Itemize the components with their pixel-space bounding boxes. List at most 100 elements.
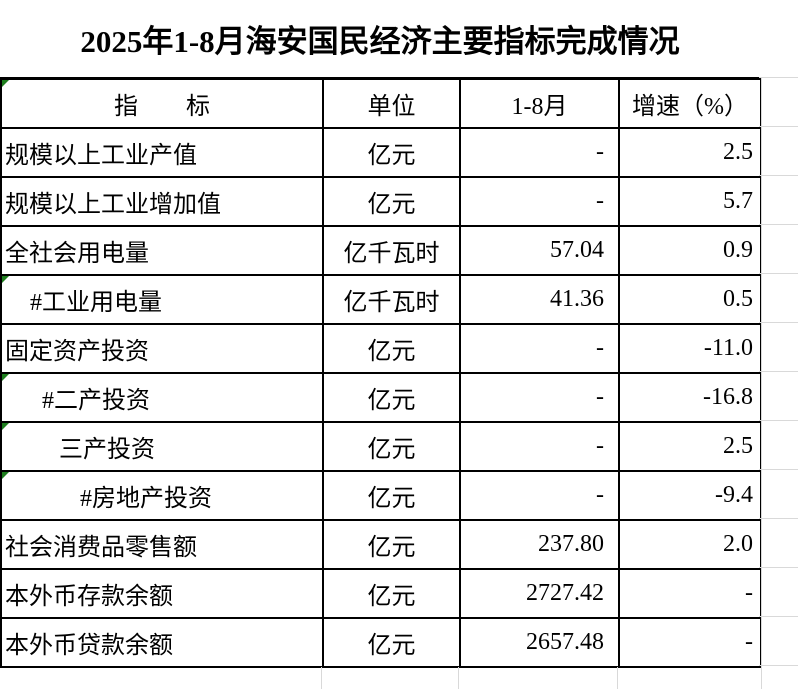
growth-cell[interactable]: 0.5	[618, 274, 762, 325]
value-cell[interactable]: -	[459, 127, 620, 178]
grid-line	[759, 175, 798, 176]
grid-line	[321, 667, 322, 689]
grid-line	[759, 469, 798, 470]
header-cell-growth[interactable]: 增速（%）	[618, 77, 762, 129]
unit-cell-text: 亿元	[367, 535, 416, 561]
table-row: 规模以上工业增加值 亿元 - 5.7	[0, 176, 762, 227]
grid-line	[759, 371, 798, 372]
indicator-cell-text: 固定资产投资	[5, 339, 149, 365]
table-row: #二产投资 亿元 - -16.8	[0, 372, 762, 423]
indicator-cell[interactable]: 固定资产投资	[0, 323, 324, 374]
growth-cell-text: -	[745, 629, 753, 655]
unit-cell-text: 亿元	[367, 633, 416, 659]
growth-cell-text: -9.4	[715, 482, 753, 508]
grid-line	[458, 667, 459, 689]
growth-cell[interactable]: 2.5	[618, 421, 762, 472]
growth-cell[interactable]: 2.5	[618, 127, 762, 178]
grid-line	[761, 77, 762, 689]
cell-error-triangle-icon	[3, 424, 9, 430]
value-cell[interactable]: -	[459, 176, 620, 227]
table-row: 本外币存款余额 亿元 2727.42 -	[0, 568, 762, 619]
growth-cell[interactable]: 5.7	[618, 176, 762, 227]
cell-error-triangle-icon	[3, 375, 9, 381]
value-cell[interactable]: 57.04	[459, 225, 620, 276]
indicator-cell-text: 社会消费品零售额	[5, 535, 197, 561]
unit-cell[interactable]: 亿元	[322, 127, 461, 178]
indicator-cell[interactable]: 社会消费品零售额	[0, 519, 324, 570]
value-cell-text: -	[596, 188, 604, 214]
growth-cell[interactable]: -9.4	[618, 470, 762, 521]
grid-line	[759, 420, 798, 421]
header-cell-indicator[interactable]: 指 标	[0, 77, 324, 129]
growth-cell-text: 2.0	[723, 531, 753, 557]
growth-cell-text: 2.5	[723, 433, 753, 459]
table-row: 三产投资 亿元 - 2.5	[0, 421, 762, 472]
indicators-table: 指 标 单位 1-8月 增速（%） 规模以上工业产值 亿元 -2.5 规模以上工业增加…	[0, 77, 762, 668]
growth-cell[interactable]: -	[618, 617, 762, 668]
unit-cell[interactable]: 亿元	[322, 519, 461, 570]
growth-cell-text: -11.0	[703, 335, 753, 361]
indicator-cell[interactable]: 本外币贷款余额	[0, 617, 324, 668]
unit-cell-text: 亿元	[367, 584, 416, 610]
table-row: 全社会用电量 亿千瓦时 57.04 0.9	[0, 225, 762, 276]
growth-cell[interactable]: -11.0	[618, 323, 762, 374]
value-cell[interactable]: 41.36	[459, 274, 620, 325]
indicator-cell[interactable]: 规模以上工业增加值	[0, 176, 324, 227]
growth-cell-text: -	[745, 580, 753, 606]
grid-line	[759, 126, 798, 127]
indicator-cell[interactable]: 规模以上工业产值	[0, 127, 324, 178]
unit-cell-text: 亿元	[367, 339, 416, 365]
table-row: 固定资产投资 亿元 - -11.0	[0, 323, 762, 374]
growth-cell-text: 0.5	[723, 286, 753, 312]
unit-cell[interactable]: 亿元	[322, 568, 461, 619]
unit-cell[interactable]: 亿元	[322, 176, 461, 227]
indicator-cell-text: 本外币存款余额	[5, 584, 173, 610]
indicator-cell[interactable]: 三产投资	[0, 421, 324, 472]
grid-line	[759, 224, 798, 225]
header-cell-period[interactable]: 1-8月	[459, 77, 620, 129]
unit-cell[interactable]: 亿元	[322, 372, 461, 423]
header-label-growth: 增速（%）	[632, 94, 748, 120]
value-cell[interactable]: 237.80	[459, 519, 620, 570]
indicator-cell-text: 规模以上工业增加值	[5, 192, 221, 218]
unit-cell[interactable]: 亿千瓦时	[322, 225, 461, 276]
grid-line	[759, 518, 798, 519]
unit-cell[interactable]: 亿元	[322, 470, 461, 521]
header-label-unit-text: 单位	[367, 94, 416, 120]
indicator-cell[interactable]: #房地产投资	[0, 470, 324, 521]
unit-cell[interactable]: 亿元	[322, 617, 461, 668]
unit-cell-text: 亿元	[367, 486, 416, 512]
growth-cell[interactable]: 2.0	[618, 519, 762, 570]
value-cell[interactable]: 2657.48	[459, 617, 620, 668]
unit-cell[interactable]: 亿元	[322, 421, 461, 472]
value-cell[interactable]: -	[459, 372, 620, 423]
growth-cell[interactable]: 0.9	[618, 225, 762, 276]
unit-cell[interactable]: 亿元	[322, 323, 461, 374]
value-cell[interactable]: 2727.42	[459, 568, 620, 619]
growth-cell[interactable]: -16.8	[618, 372, 762, 423]
table-row: #工业用电量 亿千瓦时 41.36 0.5	[0, 274, 762, 325]
value-cell-text: -	[596, 139, 604, 165]
indicator-cell-text: 规模以上工业产值	[5, 143, 197, 169]
header-row: 指 标 单位 1-8月 增速（%）	[0, 77, 762, 129]
table-row: 本外币贷款余额 亿元 2657.48 -	[0, 617, 762, 668]
indicator-cell-text: 全社会用电量	[5, 241, 149, 267]
unit-cell[interactable]: 亿千瓦时	[322, 274, 461, 325]
header-label-period: 1-8月	[511, 94, 568, 120]
indicator-cell[interactable]: #工业用电量	[0, 274, 324, 325]
header-cell-unit[interactable]: 单位	[322, 77, 461, 129]
value-cell-text: 41.36	[550, 286, 604, 312]
unit-cell-text: 亿元	[367, 143, 416, 169]
growth-cell[interactable]: -	[618, 568, 762, 619]
value-cell[interactable]: -	[459, 470, 620, 521]
indicator-cell[interactable]: #二产投资	[0, 372, 324, 423]
indicator-cell[interactable]: 全社会用电量	[0, 225, 324, 276]
grid-line	[759, 616, 798, 617]
unit-cell-text: 亿千瓦时	[343, 241, 440, 267]
value-cell[interactable]: -	[459, 421, 620, 472]
value-cell[interactable]: -	[459, 323, 620, 374]
indicator-cell[interactable]: 本外币存款余额	[0, 568, 324, 619]
indicator-cell-text: #工业用电量	[30, 290, 162, 316]
indicator-cell-text: 本外币贷款余额	[5, 633, 173, 659]
